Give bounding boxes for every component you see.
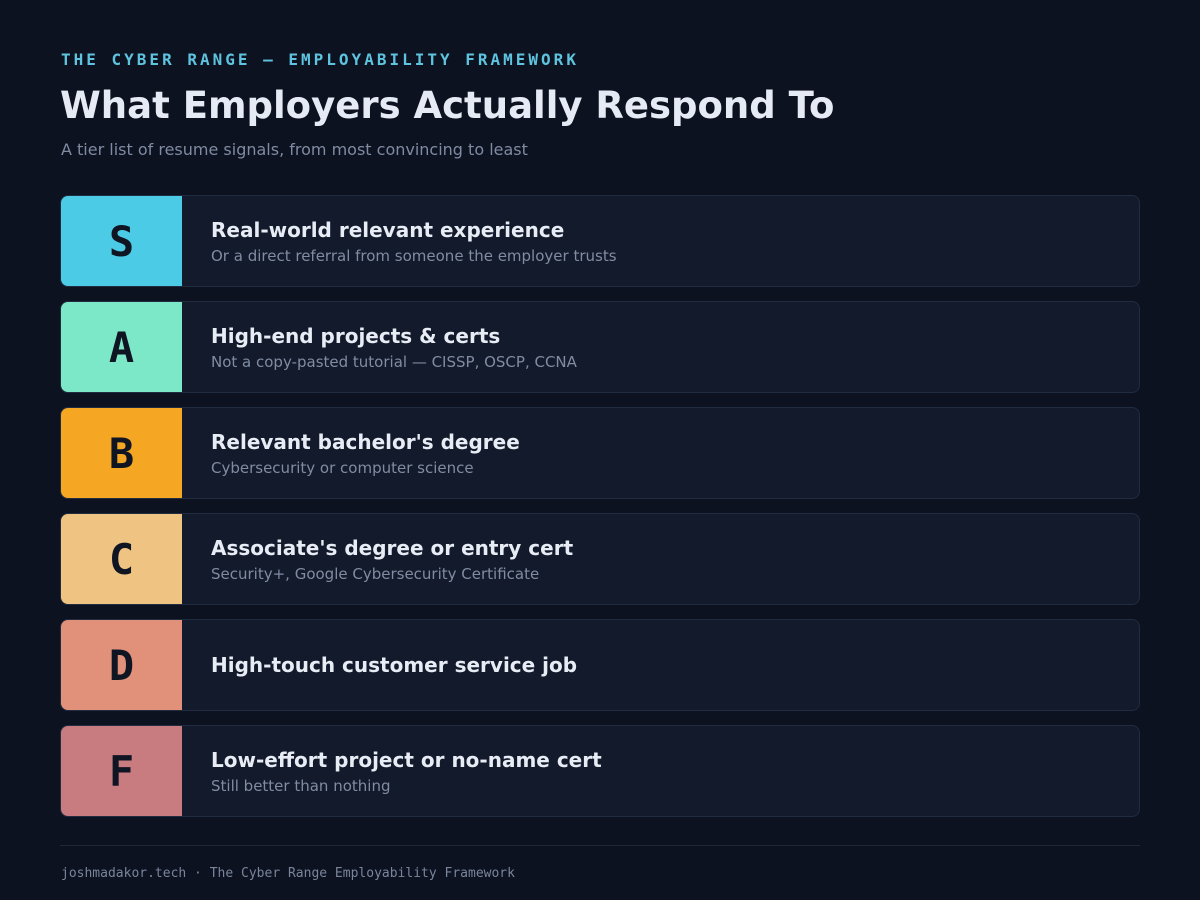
tier-heading: Associate's degree or entry cert bbox=[211, 535, 574, 560]
footer-text: joshmadakor.tech · The Cyber Range Emplo… bbox=[61, 866, 515, 881]
page-subtitle: A tier list of resume signals, from most… bbox=[61, 140, 528, 159]
page-title: What Employers Actually Respond To bbox=[60, 84, 835, 127]
tier-description: Cybersecurity or computer science bbox=[211, 458, 474, 477]
tier-description: Not a copy-pasted tutorial — CISSP, OSCP… bbox=[211, 352, 577, 371]
tier-badge-d: D bbox=[61, 620, 182, 710]
tier-text-c: Associate's degree or entry cert Securit… bbox=[211, 514, 1119, 604]
tier-heading: Relevant bachelor's degree bbox=[211, 429, 520, 454]
tier-row-s: S Real-world relevant experience Or a di… bbox=[60, 195, 1140, 287]
tier-description: Still better than nothing bbox=[211, 776, 391, 795]
tier-badge-b: B bbox=[61, 408, 182, 498]
tier-description: Security+, Google Cybersecurity Certific… bbox=[211, 564, 540, 583]
tier-list: S Real-world relevant experience Or a di… bbox=[60, 195, 1140, 831]
tier-text-b: Relevant bachelor's degree Cybersecurity… bbox=[211, 408, 1119, 498]
tier-heading: High-end projects & certs bbox=[211, 323, 501, 348]
tier-heading: Low-effort project or no-name cert bbox=[211, 747, 602, 772]
tier-badge-a: A bbox=[61, 302, 182, 392]
tier-row-a: A High-end projects & certs Not a copy-p… bbox=[60, 301, 1140, 393]
tier-row-d: D High-touch customer service job bbox=[60, 619, 1140, 711]
tier-heading: Real-world relevant experience bbox=[211, 217, 565, 242]
tier-badge-c: C bbox=[61, 514, 182, 604]
tier-text-d: High-touch customer service job bbox=[211, 620, 1119, 710]
tier-heading: High-touch customer service job bbox=[211, 653, 578, 677]
tier-row-b: B Relevant bachelor's degree Cybersecuri… bbox=[60, 407, 1140, 499]
tier-badge-s: S bbox=[61, 196, 182, 286]
footer-divider bbox=[60, 845, 1140, 846]
tier-row-f: F Low-effort project or no-name cert Sti… bbox=[60, 725, 1140, 817]
tier-text-f: Low-effort project or no-name cert Still… bbox=[211, 726, 1119, 816]
eyebrow-label: THE CYBER RANGE — EMPLOYABILITY FRAMEWOR… bbox=[61, 50, 579, 69]
tier-badge-f: F bbox=[61, 726, 182, 816]
tier-description: Or a direct referral from someone the em… bbox=[211, 246, 617, 265]
tier-row-c: C Associate's degree or entry cert Secur… bbox=[60, 513, 1140, 605]
tier-text-a: High-end projects & certs Not a copy-pas… bbox=[211, 302, 1119, 392]
tier-text-s: Real-world relevant experience Or a dire… bbox=[211, 196, 1119, 286]
